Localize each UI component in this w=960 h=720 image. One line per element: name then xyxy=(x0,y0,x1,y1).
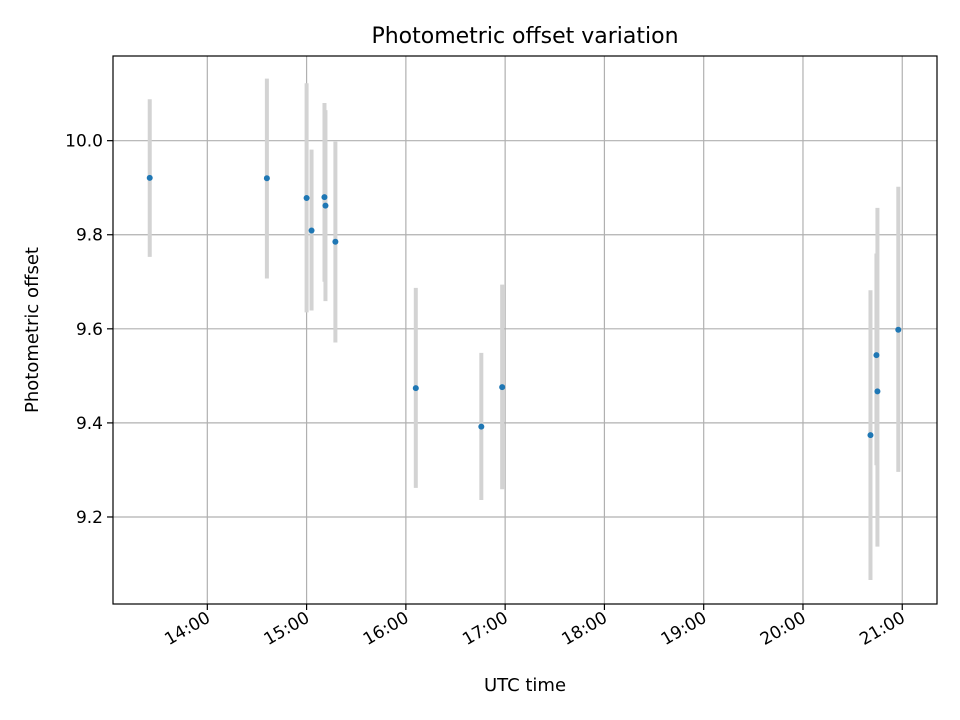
grid-lines xyxy=(113,56,937,604)
y-tick-label: 10.0 xyxy=(65,132,103,152)
y-tick-label: 9.6 xyxy=(76,320,103,340)
data-point xyxy=(332,238,339,245)
data-point xyxy=(303,195,310,202)
data-point xyxy=(873,352,880,359)
data-point xyxy=(895,326,902,333)
data-point xyxy=(412,385,419,392)
y-tick-label: 9.2 xyxy=(76,508,103,528)
data-point xyxy=(308,227,315,234)
data-points xyxy=(146,174,902,439)
data-point xyxy=(867,432,874,439)
data-point xyxy=(263,175,270,182)
y-axis-label: Photometric offset xyxy=(22,247,43,413)
chart-title: Photometric offset variation xyxy=(371,24,678,49)
data-point xyxy=(146,174,153,181)
plot-frame xyxy=(112,55,938,605)
y-tick-label: 9.4 xyxy=(76,414,103,434)
y-axis-ticks: 9.2 9.4 9.6 9.8 10.0 xyxy=(65,132,113,528)
data-point xyxy=(478,423,485,430)
x-axis-label: UTC time xyxy=(484,675,566,696)
data-point xyxy=(874,388,881,395)
data-point xyxy=(322,202,329,209)
data-point xyxy=(321,194,328,201)
data-point xyxy=(499,384,506,391)
y-tick-label: 9.8 xyxy=(76,226,103,246)
